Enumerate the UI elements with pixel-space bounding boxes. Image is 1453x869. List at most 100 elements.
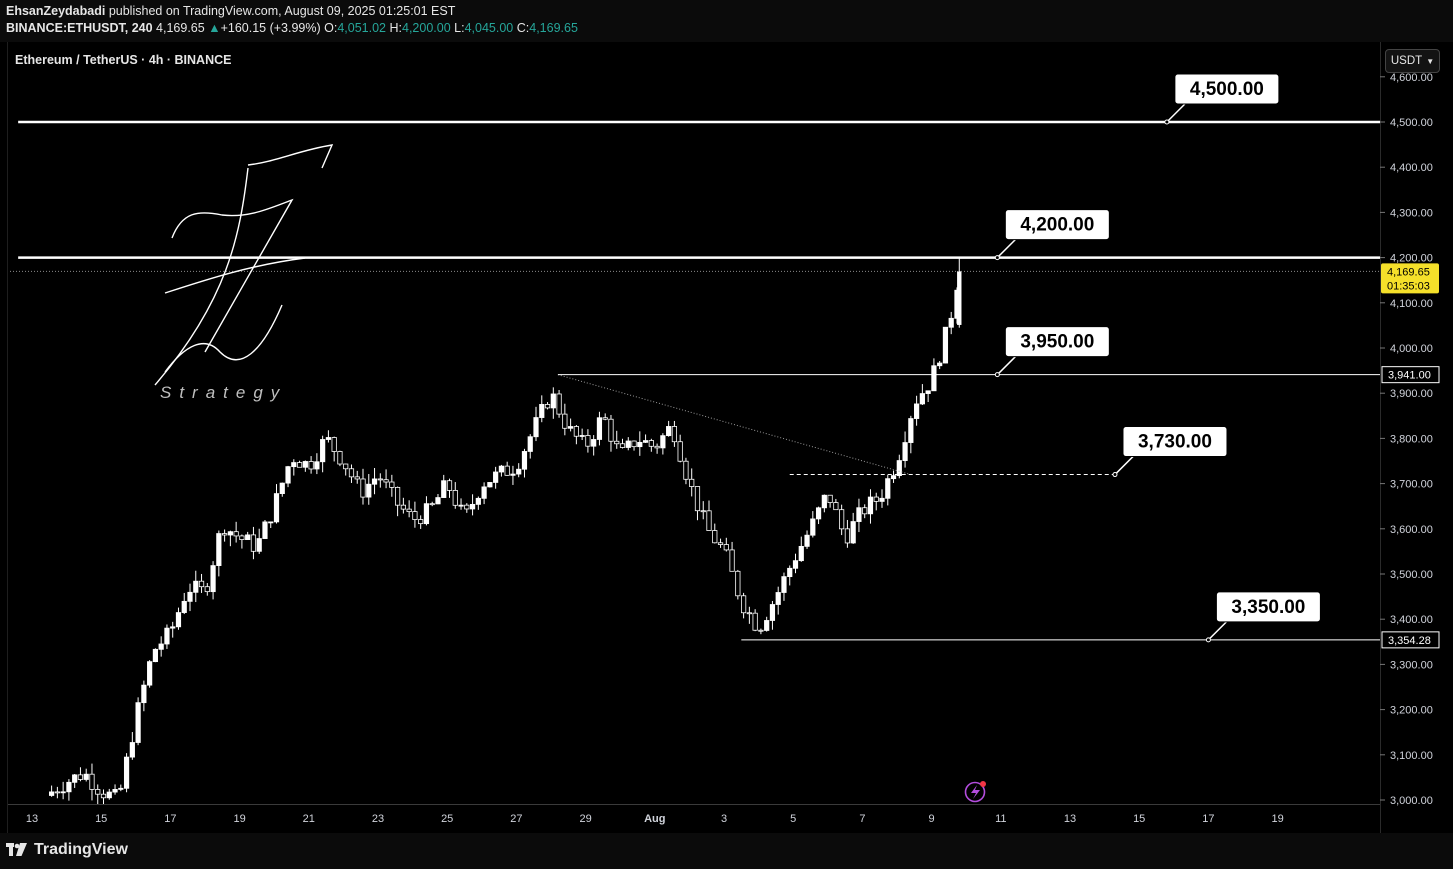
callout-anchor bbox=[994, 372, 1000, 378]
candle bbox=[873, 492, 879, 511]
candle bbox=[729, 541, 735, 572]
candle-body-up bbox=[591, 439, 597, 447]
candle bbox=[648, 438, 654, 452]
candle-body-down bbox=[700, 510, 706, 513]
candle bbox=[222, 529, 228, 542]
candle-body-up bbox=[850, 521, 856, 544]
axis-level-tag bbox=[1381, 366, 1440, 384]
candle-body-up bbox=[66, 781, 72, 793]
candle-body-down bbox=[95, 789, 101, 795]
candle-body-up bbox=[123, 756, 130, 789]
candle-body-down bbox=[389, 481, 395, 488]
candle-body-down bbox=[677, 441, 683, 462]
candle-body-down bbox=[827, 494, 833, 503]
candle bbox=[544, 402, 551, 410]
candle bbox=[879, 489, 885, 508]
candle bbox=[775, 586, 781, 615]
candle bbox=[890, 470, 897, 483]
candle bbox=[325, 430, 332, 443]
candle bbox=[227, 530, 233, 547]
candle bbox=[141, 680, 147, 712]
candle-body-up bbox=[49, 791, 55, 796]
tradingview-mark-icon bbox=[6, 843, 27, 856]
callout-box[interactable] bbox=[1215, 591, 1321, 623]
candle-body-up bbox=[625, 440, 631, 448]
candle-body-up bbox=[642, 440, 649, 443]
low-label: L: bbox=[454, 21, 465, 35]
x-tick-label: 9 bbox=[929, 813, 935, 825]
candle bbox=[925, 390, 931, 403]
callout-label: 4,500.00 bbox=[1190, 79, 1264, 100]
candle-body-down bbox=[100, 793, 107, 799]
candle bbox=[395, 486, 401, 517]
ohlc-line: BINANCE:ETHUSDT, 240 4,169.65 ▲+160.15 (… bbox=[6, 21, 578, 35]
candle bbox=[908, 415, 914, 454]
candle bbox=[193, 570, 199, 603]
candle-body-up bbox=[925, 390, 931, 394]
candle bbox=[464, 503, 470, 513]
candle bbox=[348, 464, 355, 483]
candle-body-down bbox=[654, 445, 660, 449]
callout-anchor bbox=[1164, 119, 1170, 125]
candle bbox=[827, 494, 833, 508]
y-tick-label: 3,900.00 bbox=[1390, 388, 1433, 400]
callout-anchor bbox=[1205, 637, 1211, 643]
callout-box[interactable] bbox=[1174, 73, 1280, 105]
callout-box[interactable] bbox=[1004, 209, 1110, 241]
candle-body-up bbox=[458, 504, 464, 507]
candle-body-up bbox=[493, 471, 499, 483]
candle bbox=[458, 498, 464, 510]
candle-body-down bbox=[222, 533, 228, 536]
lightning-icon[interactable] bbox=[964, 781, 987, 803]
candle-body-down bbox=[585, 435, 591, 447]
candle-body-up bbox=[152, 648, 159, 663]
tradingview-logo[interactable]: TradingView bbox=[6, 841, 128, 859]
candle bbox=[389, 474, 395, 497]
candle bbox=[585, 429, 591, 453]
candle-body-up bbox=[890, 475, 897, 480]
candle-body-down bbox=[337, 451, 343, 465]
candle-body-up bbox=[769, 604, 776, 621]
candle bbox=[885, 474, 891, 506]
candle-body-up bbox=[60, 791, 66, 794]
y-tick-label: 4,100.00 bbox=[1390, 298, 1433, 310]
candle-body-up bbox=[902, 442, 908, 461]
candle-body-up bbox=[325, 437, 332, 440]
candle-body-up bbox=[256, 538, 262, 552]
candle bbox=[66, 779, 72, 801]
candle bbox=[902, 431, 908, 468]
candle-body-up bbox=[792, 560, 799, 569]
candle-body-down bbox=[648, 440, 654, 447]
candle bbox=[539, 395, 545, 423]
candle bbox=[377, 473, 383, 488]
candle-body-up bbox=[279, 482, 285, 494]
x-tick-label: 3 bbox=[721, 813, 727, 825]
x-tick-label: 11 bbox=[995, 813, 1006, 825]
candle bbox=[867, 489, 874, 524]
candle bbox=[181, 592, 187, 615]
callout-box[interactable] bbox=[1004, 326, 1110, 358]
candle bbox=[642, 434, 649, 443]
y-tick-label: 4,300.00 bbox=[1390, 207, 1433, 219]
candle-body-down bbox=[418, 519, 424, 525]
candle-body-down bbox=[556, 393, 562, 415]
candle bbox=[302, 460, 308, 472]
candle bbox=[487, 482, 493, 488]
currency-button[interactable]: USDT ▼ bbox=[1385, 49, 1440, 73]
candle bbox=[602, 413, 608, 421]
candle-body-up bbox=[948, 317, 954, 328]
strategy-logo: Strategy bbox=[154, 144, 334, 402]
candle bbox=[804, 530, 810, 549]
callout-box[interactable] bbox=[1122, 426, 1228, 458]
candle bbox=[210, 561, 216, 600]
candle-body-up bbox=[815, 507, 822, 520]
candle-body-down bbox=[614, 440, 620, 445]
candle-body-up bbox=[867, 496, 874, 515]
candle-body-up bbox=[764, 620, 770, 631]
candle bbox=[331, 436, 337, 462]
author-name[interactable]: EhsanZeydabadi bbox=[6, 4, 106, 18]
candle-body-up bbox=[879, 497, 885, 502]
candle bbox=[337, 450, 343, 467]
candle bbox=[533, 406, 539, 442]
